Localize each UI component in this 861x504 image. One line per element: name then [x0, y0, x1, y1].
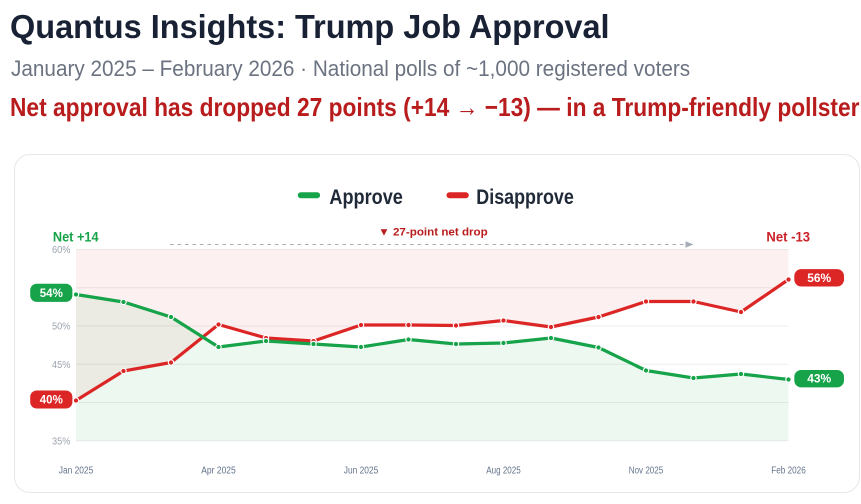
- svg-text:35%: 35%: [52, 436, 71, 447]
- svg-text:56%: 56%: [807, 271, 831, 285]
- svg-text:40%: 40%: [40, 393, 63, 407]
- svg-text:Aug 2025: Aug 2025: [486, 466, 521, 477]
- svg-text:Jan 2025: Jan 2025: [59, 466, 94, 477]
- svg-text:Net -13: Net -13: [766, 230, 810, 245]
- svg-text:Feb 2026: Feb 2026: [771, 466, 806, 477]
- svg-text:▼ 27-point net drop: ▼ 27-point net drop: [378, 227, 488, 239]
- svg-text:Net +14: Net +14: [53, 230, 99, 245]
- svg-text:Jun 2025: Jun 2025: [344, 466, 379, 477]
- svg-text:Apr 2025: Apr 2025: [201, 466, 236, 477]
- svg-text:43%: 43%: [807, 372, 831, 386]
- svg-text:60%: 60%: [52, 245, 71, 256]
- svg-text:50%: 50%: [52, 322, 71, 333]
- svg-text:Nov 2025: Nov 2025: [629, 466, 664, 477]
- svg-text:Approve: Approve: [329, 185, 403, 209]
- svg-text:45%: 45%: [52, 360, 71, 371]
- svg-text:Disapprove: Disapprove: [476, 185, 574, 209]
- svg-text:54%: 54%: [40, 286, 63, 300]
